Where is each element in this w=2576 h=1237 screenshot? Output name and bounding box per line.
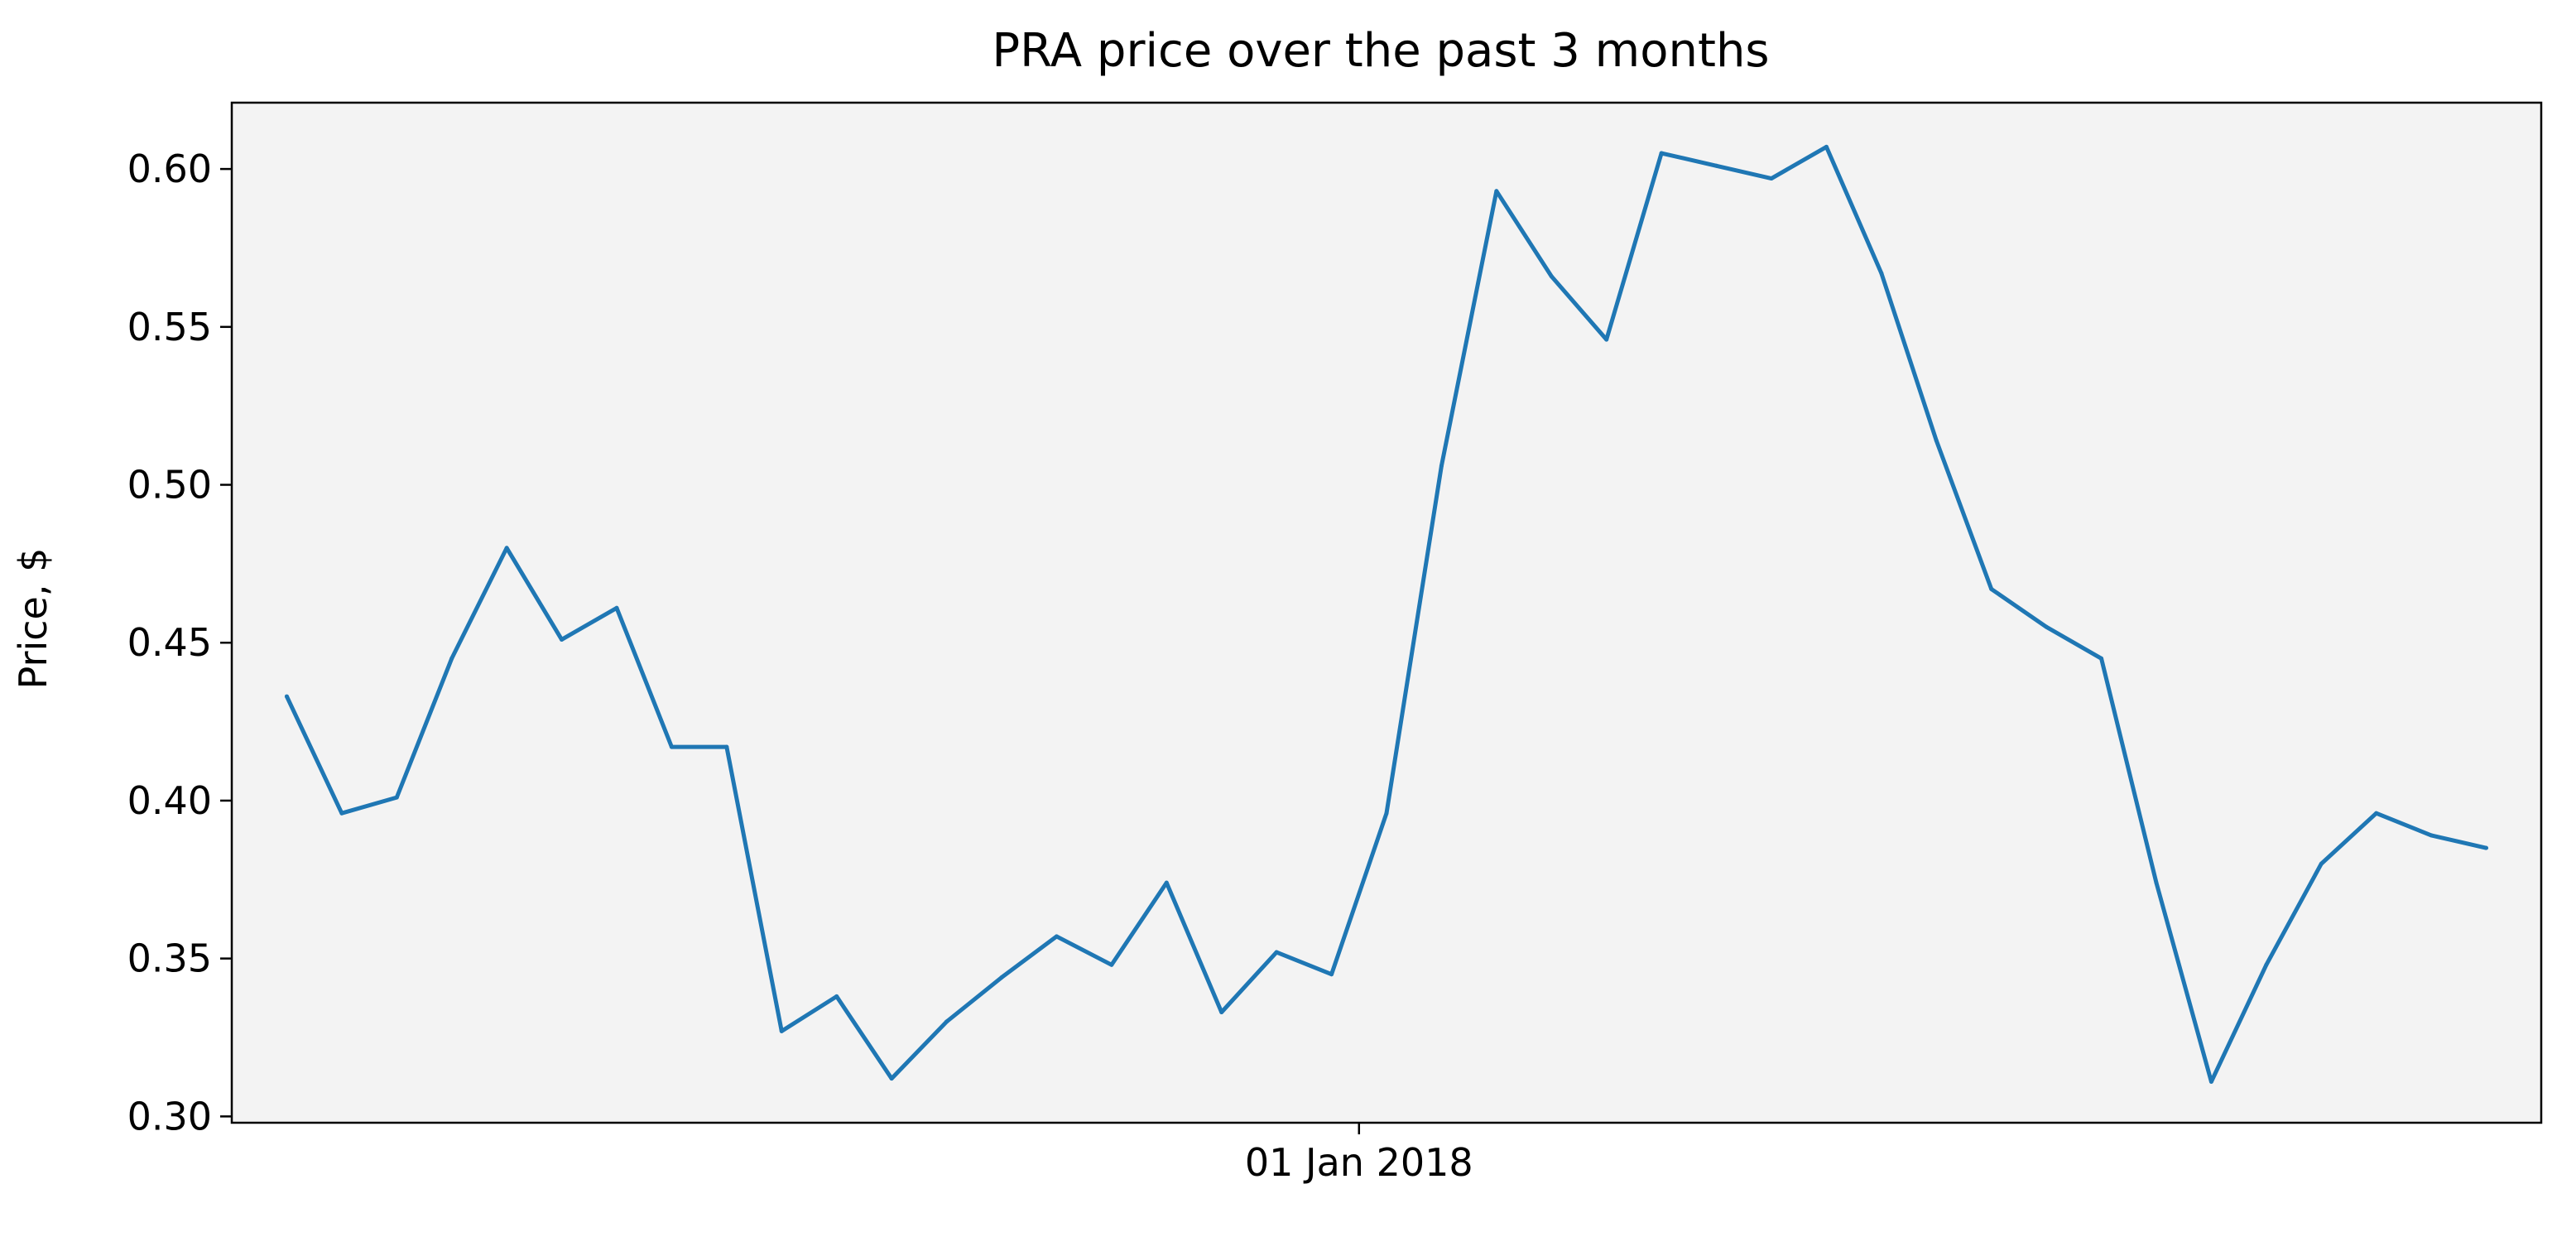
data-point (1824, 144, 1829, 149)
y-axis-label: Price, $ (11, 548, 55, 690)
data-point (724, 744, 729, 749)
series-layer (284, 144, 2489, 1084)
data-point (889, 1076, 894, 1081)
y-axis: 0.30 0.35 0.40 0.45 0.50 0.55 0.60 (127, 147, 232, 1138)
y-tick-label: 0.35 (127, 936, 212, 981)
chart-title: PRA price over the past 3 months (992, 24, 1769, 78)
data-point (1934, 438, 1939, 443)
data-point (1054, 934, 1059, 939)
data-point (504, 546, 509, 551)
data-point (1494, 189, 1499, 194)
y-tick-label: 0.50 (127, 463, 212, 508)
plot-area (232, 103, 2541, 1123)
data-point (779, 1028, 784, 1033)
y-tick-label: 0.45 (127, 620, 212, 665)
data-point (2374, 811, 2379, 816)
data-point (2099, 656, 2104, 661)
data-point (1659, 151, 1664, 156)
y-tick-label: 0.55 (127, 305, 212, 349)
data-point (2154, 880, 2159, 885)
data-point (394, 795, 399, 800)
data-point (669, 744, 674, 749)
plot-frame (230, 101, 2543, 1124)
data-point (1219, 1010, 1224, 1014)
x-tick-label: 01 Jan 2018 (1245, 1140, 1473, 1185)
data-point (1989, 586, 1994, 591)
data-point (449, 656, 454, 661)
data-point (2208, 1079, 2213, 1084)
x-axis: 01 Jan 2018 (1245, 1123, 1473, 1185)
data-point (1109, 962, 1114, 967)
data-point (1439, 464, 1444, 469)
data-point (339, 811, 344, 816)
data-point (999, 975, 1004, 980)
data-point (1769, 176, 1774, 181)
data-point (944, 1019, 949, 1024)
data-point (834, 994, 839, 999)
data-point (2429, 833, 2434, 838)
data-point (614, 605, 619, 610)
data-point (1604, 337, 1609, 342)
data-point (1384, 811, 1389, 816)
data-point (284, 694, 289, 699)
data-point (1549, 274, 1554, 279)
data-point (2044, 624, 2049, 629)
data-point (2264, 962, 2269, 967)
data-point (1329, 972, 1334, 977)
data-point (560, 637, 565, 642)
y-tick-label: 0.30 (127, 1094, 212, 1138)
y-tick-label: 0.60 (127, 147, 212, 191)
data-point (2319, 861, 2324, 866)
data-point (1714, 163, 1719, 168)
data-point (1164, 880, 1169, 885)
data-point (1274, 950, 1279, 955)
y-tick-label: 0.40 (127, 778, 212, 823)
data-point (1879, 271, 1884, 276)
data-point (2484, 845, 2489, 850)
